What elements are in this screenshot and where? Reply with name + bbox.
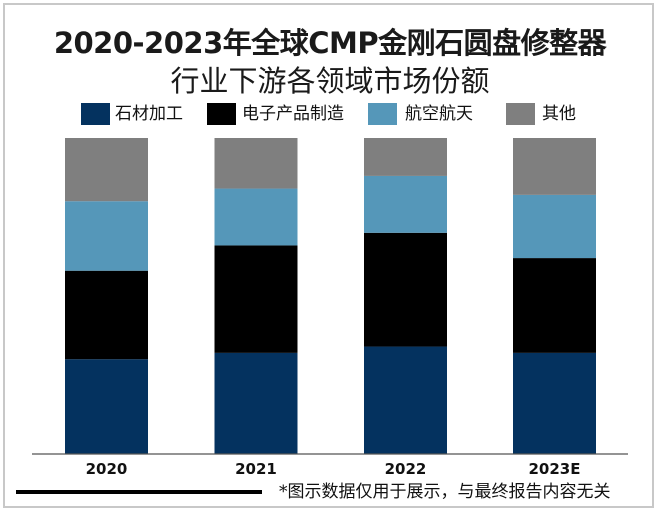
bar-segment-2020-3 (65, 138, 148, 202)
bars-group (65, 138, 596, 454)
legend-swatch-stone-processing (81, 103, 110, 125)
bar-segment-2023E-2 (513, 194, 596, 259)
bar-segment-2022-2 (364, 175, 447, 233)
x-tick-label: 2021 (235, 460, 277, 478)
bar-segment-2021-1 (214, 245, 298, 353)
bar-segment-2021-3 (214, 138, 298, 189)
legend-label-stone-processing: 石材加工 (115, 104, 183, 124)
x-tick-label: 2023E (529, 460, 581, 478)
bar-segment-2021-2 (214, 188, 298, 246)
chart-title-line1: 2020-2023年全球CMP金刚石圆盘修整器 (53, 26, 607, 60)
bar-segment-2022-1 (364, 232, 447, 347)
bar-segment-2023E-3 (513, 138, 596, 195)
bar-segment-2021-0 (214, 352, 298, 454)
bar-segment-2020-0 (65, 359, 148, 454)
chart-title-line2: 行业下游各领域市场份额 (170, 64, 490, 98)
bar-segment-2023E-0 (513, 352, 596, 454)
bar-segment-2020-2 (65, 201, 148, 271)
x-tick-label: 2020 (86, 460, 128, 478)
x-tick-labels: 2020 2021 2022 2023E (86, 460, 581, 478)
bar-segment-2020-1 (65, 270, 148, 360)
legend-swatch-electronics (207, 103, 236, 125)
legend-label-aerospace: 航空航天 (405, 104, 473, 124)
bar-segment-2023E-1 (513, 258, 596, 353)
legend-label-other: 其他 (542, 104, 576, 124)
bar-segment-2022-3 (364, 138, 447, 176)
bar-segment-2022-0 (364, 346, 447, 454)
footnote-rule (16, 490, 262, 494)
x-tick-label: 2022 (385, 460, 427, 478)
legend-swatch-other (506, 103, 535, 125)
legend-label-electronics: 电子产品制造 (242, 104, 344, 124)
legend-swatch-aerospace (368, 103, 397, 125)
footnote: *图示数据仅用于展示，与最终报告内容无关 (279, 482, 611, 502)
